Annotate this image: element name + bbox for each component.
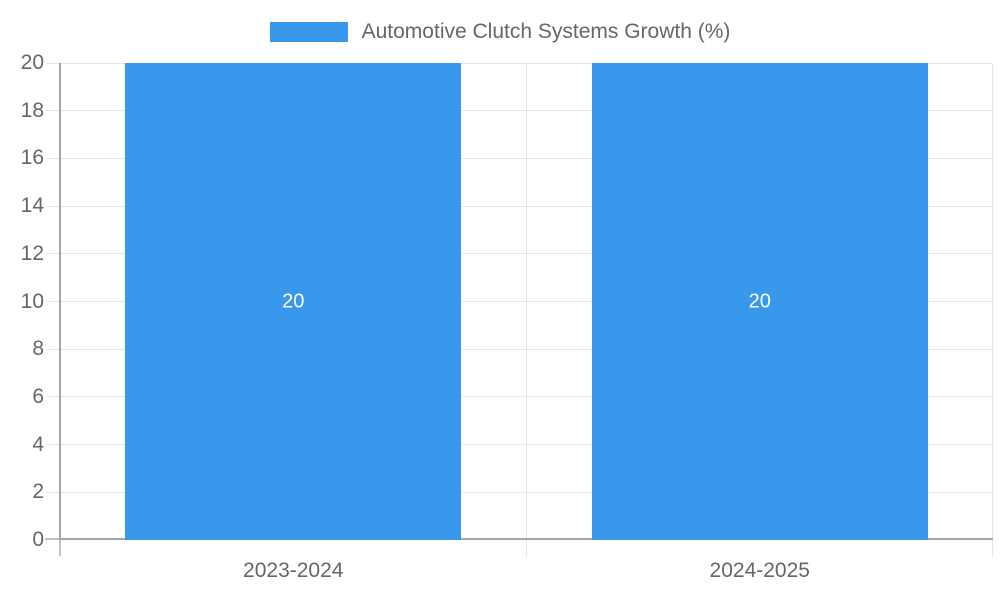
y-axis-tick-label: 6: [32, 384, 44, 408]
gridline-horizontal: [60, 157, 993, 159]
gridline-horizontal: [60, 110, 993, 112]
y-axis-tick-label: 2: [32, 480, 44, 504]
y-axis-baseline-tick: [59, 540, 61, 556]
y-axis-tick-label: 14: [20, 194, 44, 218]
legend-item[interactable]: Automotive Clutch Systems Growth (%): [269, 20, 731, 44]
gridline-horizontal: [60, 62, 993, 64]
gridline-horizontal: [60, 396, 993, 398]
bar-value-label: 20: [748, 290, 771, 312]
y-axis-tick: [46, 348, 60, 350]
y-axis-tick: [46, 444, 60, 446]
bar-value-label: 20: [282, 290, 305, 312]
y-axis-tick: [46, 205, 60, 207]
y-axis-tick-label: 0: [32, 528, 44, 551]
gridline-horizontal: [60, 205, 993, 207]
y-axis-tick-label: 16: [20, 146, 44, 170]
y-axis-tick: [46, 396, 60, 398]
y-axis-tick-label: 8: [32, 337, 44, 361]
plot-area: 20 20: [45, 62, 993, 558]
y-axis-tick: [46, 157, 60, 159]
chart-legend: Automotive Clutch Systems Growth (%): [0, 18, 1000, 46]
bar-2024-2025[interactable]: 20: [591, 63, 928, 540]
x-axis-label: 2023-2024: [243, 559, 344, 582]
y-axis-tick: [46, 253, 60, 255]
y-axis-line: [59, 63, 61, 540]
gridline-vertical: [525, 63, 527, 558]
x-axis-baseline-tick: [45, 538, 59, 540]
y-axis-tick-label: 18: [20, 98, 44, 122]
y-axis-tick-label: 12: [20, 241, 44, 265]
gridline-horizontal: [60, 491, 993, 493]
y-axis-tick-label: 4: [32, 432, 44, 456]
y-axis-tick: [46, 301, 60, 302]
y-axis-tick-label: 10: [20, 289, 44, 313]
y-axis-tick: [46, 62, 60, 64]
gridline-horizontal: [60, 253, 993, 255]
legend-swatch-icon: [269, 22, 348, 42]
gridline-horizontal: [60, 301, 993, 302]
y-axis-tick: [46, 491, 60, 493]
gridline-horizontal: [60, 444, 993, 446]
x-axis-line: [60, 538, 993, 540]
y-axis-tick-label: 20: [20, 51, 44, 74]
gridline-vertical: [992, 63, 993, 558]
chart-title: Automotive Clutch Systems Growth (%): [361, 20, 731, 43]
y-axis-tick: [46, 110, 60, 112]
gridline-horizontal: [60, 348, 993, 350]
bar-2023-2024[interactable]: 20: [125, 63, 462, 540]
x-axis-label: 2024-2025: [709, 559, 810, 582]
